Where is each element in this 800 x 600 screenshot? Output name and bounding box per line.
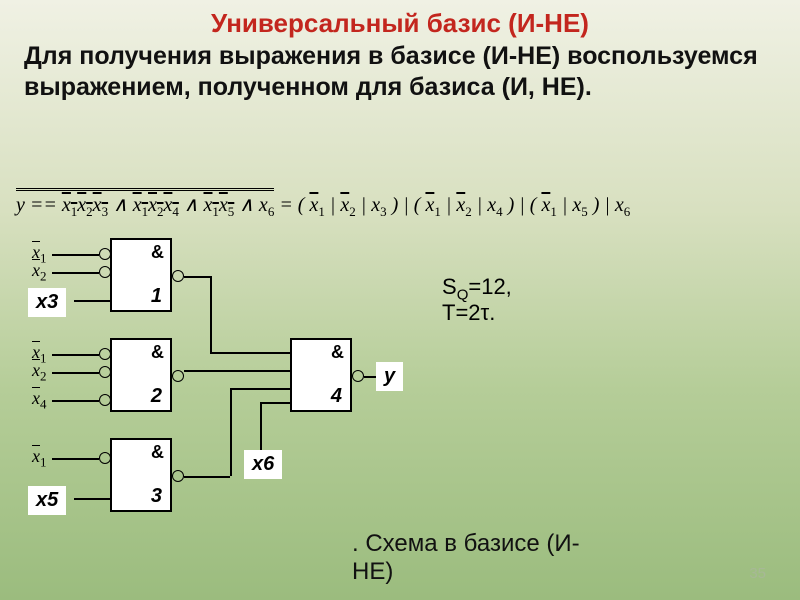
gate-number: 3 xyxy=(151,485,162,508)
out-bubble xyxy=(172,370,184,382)
gate-symbol: & xyxy=(151,242,164,263)
wire xyxy=(184,276,210,278)
gate-number: 2 xyxy=(151,385,162,408)
x6-label-box: x6 xyxy=(244,450,282,479)
input-label: x2 xyxy=(32,360,47,385)
paragraph: Для получения выражения в базисе (И-НЕ) … xyxy=(0,39,800,104)
gate-symbol: & xyxy=(151,442,164,463)
gate-1: & 1 xyxy=(110,238,172,312)
inv-bubble xyxy=(99,348,111,360)
wire xyxy=(210,276,212,352)
formula: y == x1x2x3 ∧ x1x2x4 ∧ x1x5 ∧ x6 = ( x1 … xyxy=(16,188,630,220)
gate-3: & 3 xyxy=(110,438,172,512)
sq-metric: SQ=12, xyxy=(442,274,512,303)
inv-bubble xyxy=(99,248,111,260)
wire xyxy=(184,370,290,372)
y-label-box: y xyxy=(376,362,403,391)
wire xyxy=(52,372,99,374)
wire xyxy=(74,300,110,302)
out-bubble xyxy=(352,370,364,382)
wire xyxy=(52,354,99,356)
inv-bubble xyxy=(99,266,111,278)
scheme-caption-2: НЕ) xyxy=(352,558,393,586)
t-metric: T=2τ. xyxy=(442,300,495,326)
x5-label-box: x5 xyxy=(28,486,66,515)
gate-number: 4 xyxy=(331,385,342,408)
wire xyxy=(230,388,290,390)
page-title: Универсальный базис (И-НЕ) xyxy=(0,0,800,39)
input-label: x1 xyxy=(32,446,47,471)
gate-symbol: & xyxy=(151,342,164,363)
gate-4: & 4 xyxy=(290,338,352,412)
gate-2: & 2 xyxy=(110,338,172,412)
gate-number: 1 xyxy=(151,285,162,308)
input-label: x4 xyxy=(32,388,47,413)
wire xyxy=(52,400,99,402)
page-number: 35 xyxy=(749,565,766,582)
logic-diagram: & 1 x1 x2 x3 & 2 x1 x2 x4 & 3 x1 x5 & 4 xyxy=(0,230,800,600)
out-bubble xyxy=(172,270,184,282)
wire xyxy=(52,272,99,274)
x3-label-box: x3 xyxy=(28,288,66,317)
wire xyxy=(52,458,99,460)
wire xyxy=(260,402,290,404)
inv-bubble xyxy=(99,394,111,406)
gate-symbol: & xyxy=(331,342,344,363)
wire xyxy=(230,388,232,476)
wire xyxy=(184,476,230,478)
inv-bubble xyxy=(99,452,111,464)
input-label: x2 xyxy=(32,260,47,285)
wire xyxy=(210,352,290,354)
out-bubble xyxy=(172,470,184,482)
inv-bubble xyxy=(99,366,111,378)
scheme-caption: . Схема в базисе (И- xyxy=(352,530,580,558)
wire xyxy=(52,254,99,256)
wire xyxy=(74,498,110,500)
